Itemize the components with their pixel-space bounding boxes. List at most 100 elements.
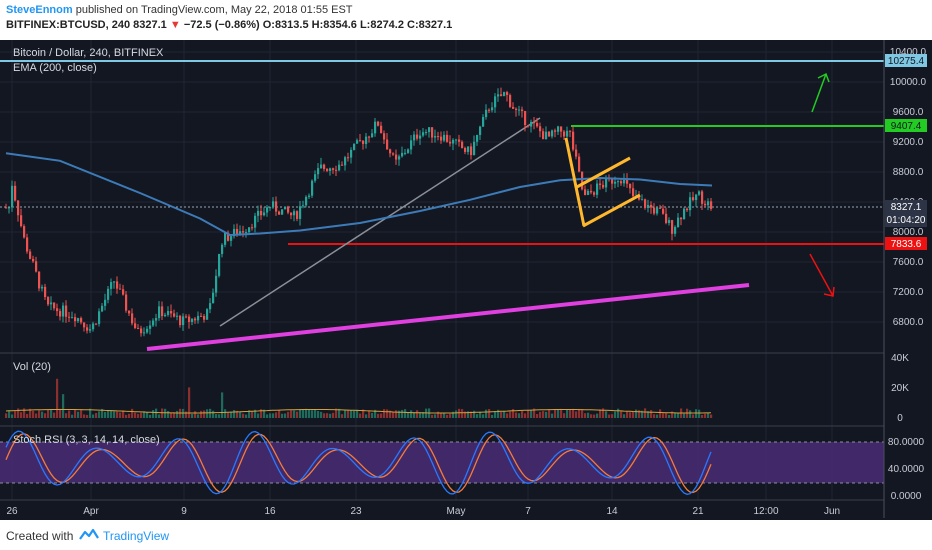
candle-body <box>59 311 62 317</box>
volume-bar <box>5 413 8 418</box>
candle-body <box>89 329 92 331</box>
volume-bar <box>269 413 272 418</box>
volume-bar <box>434 414 437 418</box>
tradingview-brand-link[interactable]: TradingView <box>103 529 170 543</box>
price-label-red: 7833.6 <box>885 237 927 250</box>
volume-bar <box>386 409 389 418</box>
candle-body <box>212 292 215 304</box>
candle-body <box>548 131 551 137</box>
candle-body <box>344 157 347 166</box>
volume-bar <box>365 414 368 418</box>
volume-bar <box>560 408 563 418</box>
candle-body <box>434 136 437 138</box>
volume-bar <box>515 412 518 418</box>
volume-bar <box>632 411 635 418</box>
svg-text:10275.4: 10275.4 <box>888 56 925 67</box>
volume-bar <box>389 410 392 418</box>
volume-bar <box>602 408 605 418</box>
candle-body <box>14 185 17 201</box>
candle-body <box>266 207 269 213</box>
volume-bar <box>548 409 551 418</box>
candle-body <box>29 251 32 259</box>
time-tick-label: May <box>447 506 466 517</box>
volume-bar <box>416 410 419 418</box>
tradingview-logo-icon[interactable] <box>78 527 100 543</box>
price-tick-label: 8000.0 <box>893 227 924 238</box>
candle-body <box>74 317 77 322</box>
candle-body <box>644 199 647 208</box>
magenta-support-trendline[interactable] <box>146 283 750 351</box>
candle-body <box>665 213 668 223</box>
candle-body <box>680 217 683 220</box>
volume-bar <box>122 410 125 418</box>
svg-text:8327.1: 8327.1 <box>891 202 922 213</box>
time-tick-label: 26 <box>6 506 18 517</box>
candle-body <box>56 308 59 312</box>
volume-bar <box>71 414 74 418</box>
volume-bar <box>332 412 335 418</box>
volume-bar <box>599 409 602 418</box>
candle-body <box>113 281 116 283</box>
candle-body <box>77 318 80 322</box>
volume-bar <box>605 411 608 418</box>
candle-body <box>671 220 674 234</box>
volume-bar <box>257 413 260 418</box>
author-link[interactable]: SteveEnnom <box>6 4 73 16</box>
up-arrow-icon <box>811 72 830 113</box>
candle-body <box>674 227 677 234</box>
volume-bar <box>626 411 629 418</box>
candle-body <box>455 139 458 141</box>
candle-body <box>275 201 278 212</box>
candle-body <box>257 210 260 216</box>
volume-bar <box>113 411 116 418</box>
candle-body <box>32 258 35 262</box>
candle-body <box>413 134 416 141</box>
candle-body <box>230 236 233 241</box>
candle-body <box>557 126 560 132</box>
candle-body <box>437 136 440 138</box>
candle-body <box>689 197 692 211</box>
candle-body <box>563 131 566 137</box>
candle-body <box>308 195 311 197</box>
candle-body <box>95 323 98 325</box>
candle-body <box>605 177 608 188</box>
candle-body <box>599 183 602 185</box>
volume-bar <box>227 412 230 418</box>
candle-body <box>281 209 284 215</box>
volume-bar <box>575 411 578 418</box>
candle-body <box>419 135 422 139</box>
publish-line: SteveEnnom published on TradingView.com,… <box>6 4 353 16</box>
gray-rising-trendline[interactable] <box>219 117 541 327</box>
candle-body <box>386 139 389 150</box>
volume-bar <box>545 411 548 418</box>
candle-body <box>614 181 617 184</box>
flag-pattern[interactable] <box>564 137 641 228</box>
volume-bar <box>344 410 347 418</box>
candle-body <box>119 288 122 290</box>
last-price: 8327.1 <box>133 19 167 31</box>
volume-bar <box>671 411 674 418</box>
volume-bar <box>677 412 680 418</box>
candle-body <box>278 211 281 215</box>
volume-bar <box>437 411 440 418</box>
stoch-rsi-k-line <box>5 430 712 495</box>
candle-body <box>164 314 167 317</box>
candle-body <box>350 149 353 158</box>
candle-body <box>521 109 524 112</box>
candle-body <box>128 310 131 314</box>
svg-text:01:04:20: 01:04:20 <box>887 215 926 226</box>
candle-body <box>20 215 23 227</box>
volume-bar <box>125 414 128 418</box>
candle-body <box>701 191 704 204</box>
volume-bar <box>14 411 17 418</box>
candle-body <box>512 106 515 109</box>
volume-bar <box>641 410 644 418</box>
price-tick-label: 10400.0 <box>890 47 927 58</box>
volume-bar <box>215 414 218 418</box>
volume-bar <box>410 410 413 418</box>
chart-canvas[interactable]: 10400.010000.09600.09200.08800.08400.080… <box>0 40 932 520</box>
volume-bar <box>320 411 323 418</box>
time-tick-label: 23 <box>350 506 362 517</box>
candle-body <box>473 141 476 156</box>
volume-bar <box>314 409 317 418</box>
